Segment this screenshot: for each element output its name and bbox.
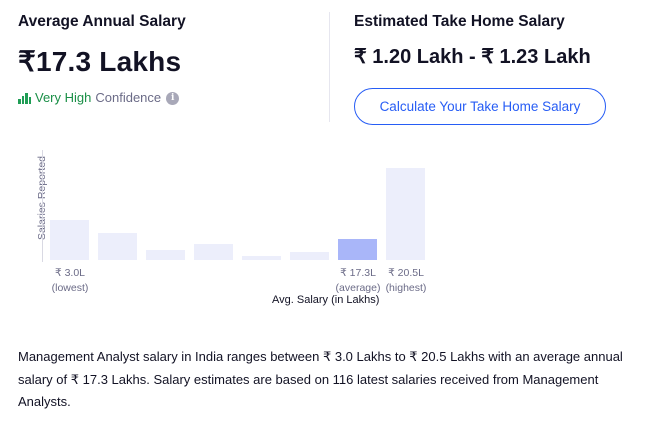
tick-value: ₹ 17.3L (340, 267, 376, 279)
chart-bar (386, 168, 425, 260)
x-tick-label: ₹ 17.3L (average) (328, 266, 388, 296)
tick-value: ₹ 20.5L (388, 267, 424, 279)
tick-note: (lowest) (51, 282, 89, 294)
y-axis-line (42, 150, 43, 262)
chart-bar (290, 252, 329, 260)
average-salary-title: Average Annual Salary (18, 13, 186, 30)
take-home-card: Estimated Take Home Salary ₹ 1.20 Lakh -… (354, 12, 644, 125)
tick-note: (average) (335, 282, 381, 294)
chart-bar (242, 256, 281, 260)
tick-note: (highest) (385, 282, 427, 294)
tick-value: ₹ 3.0L (54, 267, 86, 279)
chart-bar (194, 244, 233, 260)
x-tick-label: ₹ 3.0L (lowest) (40, 266, 100, 296)
average-salary-value: ₹17.3 Lakhs (18, 46, 182, 77)
average-salary-card: Average Annual Salary ₹17.3 Lakhs Very H… (18, 12, 318, 106)
x-tick-label: ₹ 20.5L (highest) (376, 266, 436, 296)
chart-bar (338, 239, 377, 260)
chart-bar (146, 250, 185, 260)
chart-bar (50, 220, 89, 260)
divider (329, 12, 330, 122)
chart-bar (98, 233, 137, 260)
confidence-indicator: Very High Confidence i (18, 90, 318, 106)
confidence-level: Very High (35, 90, 92, 105)
salary-description: Management Analyst salary in India range… (18, 349, 623, 409)
info-icon[interactable]: i (166, 91, 180, 105)
take-home-value: ₹ 1.20 Lakh - ₹ 1.23 Lakh (354, 46, 591, 68)
take-home-title: Estimated Take Home Salary (354, 13, 565, 30)
bar-chart-icon (18, 92, 31, 104)
calculate-take-home-button[interactable]: Calculate Your Take Home Salary (354, 88, 606, 125)
x-axis-label: Avg. Salary (in Lakhs) (272, 294, 380, 306)
salary-distribution-chart: Salaries Reported Avg. Salary (in Lakhs)… (18, 150, 448, 310)
confidence-label: Confidence (95, 90, 162, 105)
